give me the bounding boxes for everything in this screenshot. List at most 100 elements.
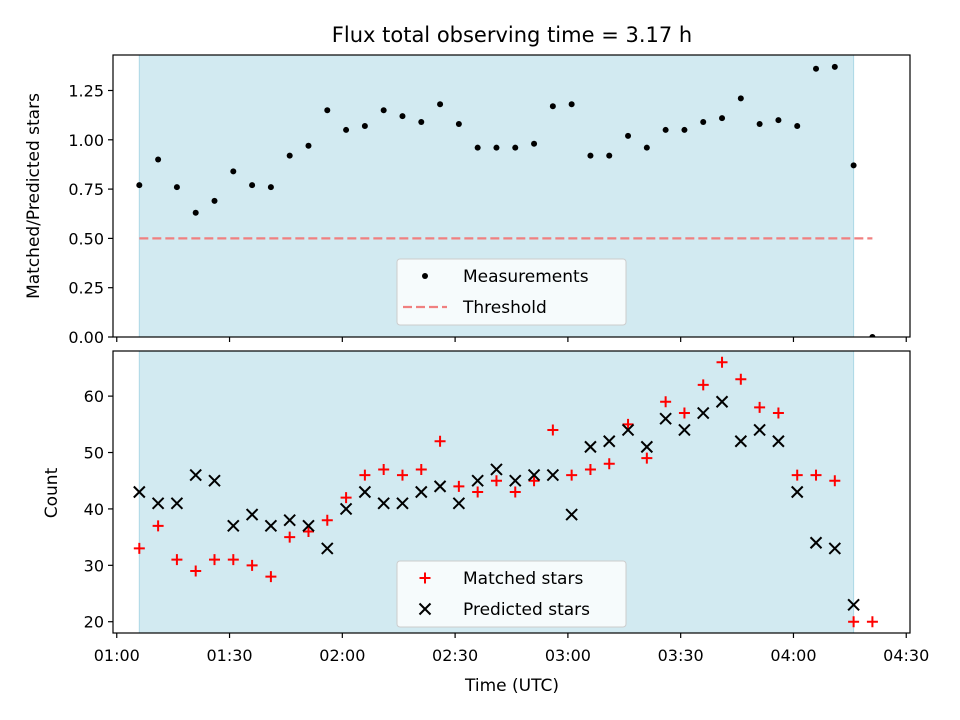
- top-panel-plot: 0.00 0.25 0.50 0.75 1.00 1.25 Measurements Thre…: [68, 54, 911, 347]
- measurement-point: [719, 115, 726, 122]
- legend-box: [396, 560, 627, 628]
- predicted-stars-point: [170, 497, 184, 510]
- measurement-point: [230, 168, 237, 175]
- matched-stars-point: [190, 565, 202, 577]
- top-y-axis-label: Matched/Predicted stars: [24, 93, 44, 299]
- measurement-point: [267, 184, 274, 191]
- measurement-point: [700, 119, 707, 126]
- matched-stars-point: [791, 469, 803, 481]
- matched-stars-point: [678, 407, 690, 419]
- predicted-stars-point: [151, 497, 165, 510]
- measurement-point: [775, 117, 782, 124]
- predicted-stars-point: [791, 485, 804, 499]
- y-tick-label: 1.25: [68, 81, 104, 100]
- predicted-stars-point: [490, 463, 503, 476]
- matched-stars-point: [171, 554, 183, 566]
- y-tick-label: 50: [84, 444, 104, 463]
- matched-stars-point: [246, 559, 258, 571]
- y-tick-label: 0.00: [68, 328, 104, 347]
- measurement-point: [587, 152, 594, 159]
- legend-label: Threshold: [462, 298, 547, 318]
- predicted-stars-point: [133, 485, 146, 499]
- predicted-stars-point: [678, 423, 691, 437]
- predicted-stars-point: [452, 497, 466, 510]
- legend-label: Predicted stars: [463, 600, 590, 620]
- measurement-point: [493, 144, 500, 151]
- measurement-point: [606, 152, 613, 159]
- predicted-stars-point: [603, 435, 616, 448]
- predicted-stars-point: [227, 519, 240, 533]
- axes-frame: [112, 54, 911, 338]
- data-marks: [133, 356, 878, 628]
- measurement-point: [249, 182, 256, 189]
- x-tick-label: 01:30: [206, 646, 252, 665]
- measurement-point: [737, 95, 744, 102]
- matched-stars-point: [133, 542, 145, 554]
- matched-stars-point: [359, 469, 371, 481]
- measurement-point: [418, 119, 425, 126]
- predicted-stars-point: [321, 542, 334, 555]
- predicted-stars-point: [358, 485, 372, 499]
- matched-stars-point: [716, 356, 728, 368]
- matched-stars-point: [866, 616, 878, 628]
- x-tick-label: 03:30: [658, 646, 704, 665]
- measurement-point: [681, 126, 688, 133]
- bottom-panel-plot: 20 30 40 50 60 01:00 01:30 02:00 02:30 03:00 03:30…: [84, 350, 929, 665]
- measurement-point: [850, 162, 857, 169]
- measurement-point: [455, 121, 462, 128]
- x-tick-label: 04:00: [770, 646, 816, 665]
- legend-label: Measurements: [463, 267, 589, 287]
- y-tick-label: 0.25: [68, 279, 104, 298]
- measurement-point: [211, 197, 218, 204]
- legend-plus-icon: [419, 572, 431, 584]
- matched-stars-point: [735, 373, 747, 385]
- legend: Measurements Threshold: [396, 258, 627, 326]
- x-tick-label: 01:00: [94, 646, 140, 665]
- measurement-point: [155, 156, 162, 163]
- measurement-point: [549, 103, 556, 110]
- measurement-point: [192, 209, 199, 216]
- matched-stars-point: [265, 571, 277, 583]
- y-tick-label: 40: [84, 500, 104, 519]
- matched-stars-point: [660, 396, 672, 408]
- predicted-stars-point: [772, 435, 785, 448]
- legend: Matched stars Predicted stars: [396, 560, 627, 628]
- data-marks: [136, 63, 876, 337]
- measurement-point: [512, 144, 519, 151]
- matched-stars-point: [641, 452, 653, 464]
- matched-stars-point: [321, 514, 333, 526]
- predicted-stars-point: [264, 519, 278, 533]
- predicted-stars-point: [509, 474, 522, 487]
- y-tick-label: 60: [84, 387, 104, 406]
- series-measurements: [136, 63, 876, 337]
- x-tick-label: 02:00: [319, 646, 365, 665]
- measurement-point: [324, 107, 331, 114]
- measurement-point: [662, 126, 669, 133]
- measurement-point: [173, 184, 180, 191]
- chart-title: Flux total observing time = 3.17 h: [332, 23, 692, 47]
- measurement-point: [813, 65, 820, 72]
- predicted-stars-point: [753, 423, 766, 437]
- matched-stars-point: [378, 463, 390, 475]
- measurement-point: [399, 113, 406, 120]
- measurement-point: [869, 334, 876, 337]
- predicted-stars-point: [433, 480, 447, 493]
- matched-stars-point: [453, 480, 465, 492]
- legend-box: [396, 258, 627, 326]
- y-tick-label: 0.50: [68, 229, 104, 248]
- predicted-stars-point: [847, 598, 860, 612]
- matched-stars-point: [472, 486, 484, 498]
- predicted-stars-point: [396, 497, 409, 510]
- predicted-stars-point: [715, 395, 729, 408]
- predicted-stars-point: [527, 468, 541, 482]
- measurement-point: [794, 122, 801, 129]
- matched-stars-point: [509, 486, 521, 498]
- y-tick-label: 20: [84, 613, 104, 632]
- measurement-point: [831, 63, 838, 70]
- matched-stars-point: [697, 379, 709, 391]
- predicted-stars-point: [339, 502, 353, 516]
- predicted-stars-point: [245, 508, 259, 521]
- x-tick-label: 03:00: [545, 646, 591, 665]
- x-axis-label: Time (UTC): [464, 676, 559, 696]
- matched-stars-point: [415, 463, 427, 475]
